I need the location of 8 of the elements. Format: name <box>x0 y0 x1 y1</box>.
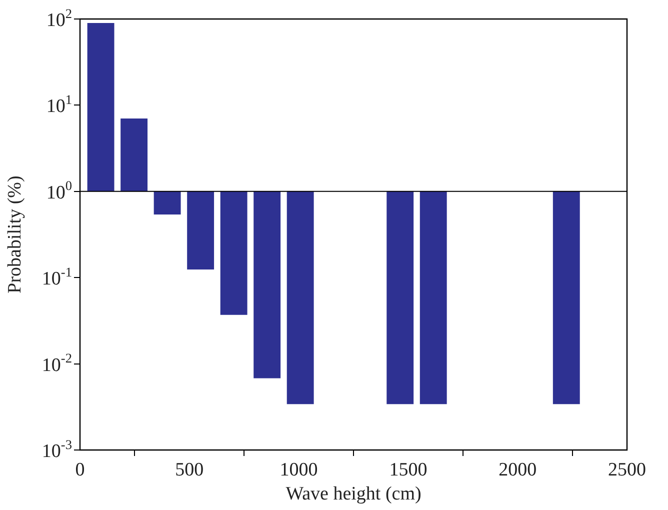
x-axis-title: Wave height (cm) <box>286 484 422 505</box>
x-tick-label: 2500 <box>608 459 646 480</box>
x-tick-label: 1000 <box>280 459 318 480</box>
x-tick-label: 500 <box>175 459 204 480</box>
x-tick-label: 1500 <box>389 459 428 480</box>
x-tick-label: 0 <box>75 459 85 480</box>
y-axis-title: Probability (%) <box>4 176 26 294</box>
x-tick-label: 2000 <box>498 459 537 480</box>
